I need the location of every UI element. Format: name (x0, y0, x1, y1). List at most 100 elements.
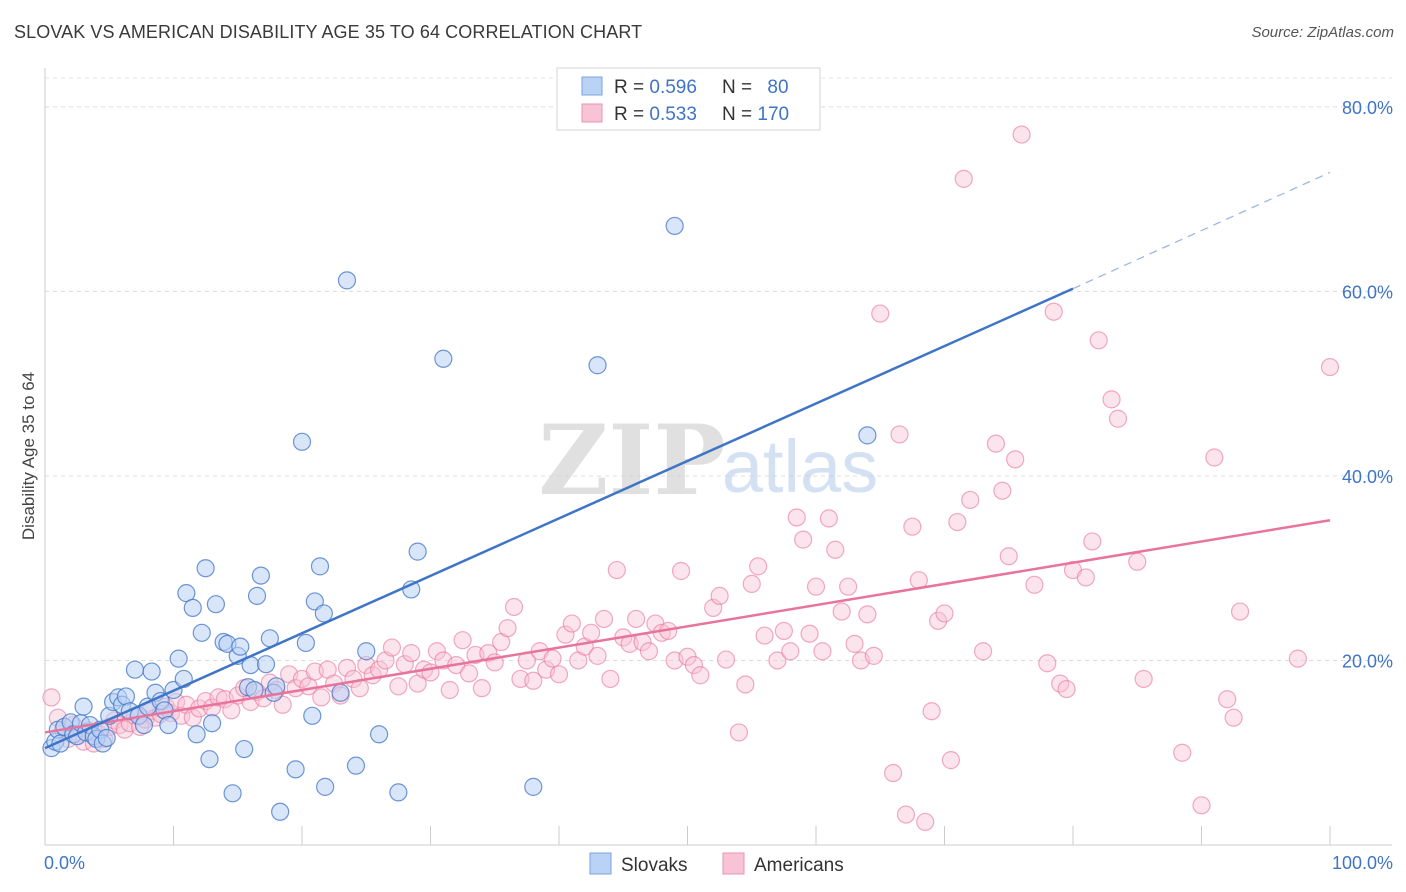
slovak-point (858, 426, 877, 445)
american-point (472, 679, 491, 698)
american-point (749, 557, 768, 576)
american-point (883, 763, 903, 783)
american-point (639, 642, 659, 661)
american-point (864, 646, 883, 665)
legend-bottom: Slovaks Americans (589, 852, 844, 876)
slovak-point (200, 750, 219, 769)
source-label: Source: ZipAtlas.com (1251, 24, 1394, 41)
legend-row-slovaks: R = 0.596 (614, 77, 697, 98)
american-point (1230, 602, 1250, 621)
american-point (948, 512, 967, 532)
slovak-point (183, 598, 202, 617)
american-point (1089, 331, 1108, 350)
slovak-point (247, 586, 267, 605)
slovaks-trend-line (44, 287, 1074, 750)
trend-lines (44, 171, 1331, 750)
american-point (781, 642, 800, 661)
american-point (1128, 552, 1147, 571)
axes (44, 68, 1392, 846)
american-point (800, 624, 819, 643)
american-point (382, 638, 402, 657)
american-point (858, 605, 877, 624)
american-point (440, 680, 459, 700)
american-point (691, 666, 710, 685)
slovak-point (223, 784, 242, 803)
slovak-point (331, 683, 350, 702)
slovak-point (271, 802, 290, 821)
american-point (903, 517, 922, 536)
x-tick-label-max: 100.0% (1332, 853, 1393, 873)
american-point (961, 490, 980, 510)
slovak-point (125, 660, 145, 679)
legend-swatch-americans (581, 103, 603, 123)
american-point (1224, 708, 1243, 727)
american-point (710, 586, 729, 605)
american-point (1102, 390, 1121, 409)
american-point (954, 169, 973, 188)
slovak-point (292, 432, 312, 451)
slovak-point (303, 706, 322, 725)
slovak-point (316, 777, 335, 796)
american-point (389, 677, 408, 696)
slovak-point (256, 655, 276, 674)
american-point (498, 619, 517, 638)
legend-bottom-swatch-americans (722, 852, 745, 875)
american-point (588, 646, 607, 665)
americans-trend-line (44, 519, 1331, 734)
slovak-point (588, 356, 607, 375)
american-point (941, 751, 961, 770)
legend-row-americans: R = 0.533 (614, 104, 697, 125)
x-tick-labels: 0.0% 100.0% (44, 853, 1393, 873)
american-point (1134, 669, 1153, 689)
american-point (755, 626, 774, 645)
y-tick-label: 60.0% (1342, 282, 1393, 302)
american-point (1038, 654, 1057, 673)
american-point (459, 664, 479, 683)
y-tick-label: 40.0% (1342, 467, 1393, 487)
american-point (607, 560, 626, 580)
chart-title: SLOVAK VS AMERICAN DISABILITY AGE 35 TO … (14, 22, 643, 42)
y-tick-label: 80.0% (1342, 98, 1393, 118)
slovak-point (251, 566, 270, 585)
american-point (1057, 679, 1076, 699)
american-point (1076, 568, 1095, 587)
y-axis-label: Disability Age 35 to 64 (19, 372, 38, 540)
american-point (1108, 409, 1128, 428)
american-point (973, 642, 993, 661)
legend-bottom-slovaks: Slovaks (621, 855, 688, 876)
american-point (1288, 649, 1307, 668)
american-point (556, 625, 575, 644)
slovak-point (202, 714, 222, 733)
slovak-point (346, 756, 366, 775)
american-point (819, 509, 838, 528)
y-tick-label: 20.0% (1342, 651, 1393, 671)
slovak-point (286, 760, 305, 779)
watermark-atlas: atlas (722, 425, 878, 508)
slovak-point (231, 637, 250, 656)
american-point (935, 604, 954, 623)
american-point (421, 663, 440, 682)
american-point (832, 602, 851, 621)
legend-bottom-americans: Americans (754, 855, 844, 876)
american-point (826, 540, 845, 559)
american-point (312, 688, 331, 707)
american-point (626, 609, 646, 629)
american-point (582, 623, 601, 642)
american-point (524, 671, 543, 690)
slovak-point (134, 715, 154, 735)
slovak-point (389, 783, 408, 802)
american-point (1192, 796, 1211, 815)
slovak-point (74, 697, 93, 716)
slovak-point (159, 715, 178, 735)
grid-lines (45, 77, 1392, 661)
american-point (1218, 690, 1237, 709)
slovak-point (434, 349, 453, 368)
american-point (839, 577, 858, 596)
american-point (549, 665, 569, 684)
american-point (402, 643, 421, 663)
american-point (986, 434, 1006, 453)
american-point (774, 621, 793, 641)
slovak-point (357, 642, 376, 661)
american-point (601, 669, 620, 689)
american-point (845, 634, 864, 653)
